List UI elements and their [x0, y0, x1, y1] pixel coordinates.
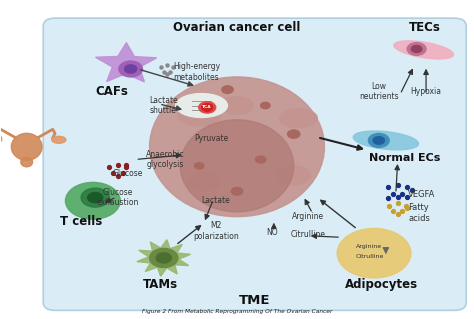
Text: TAMs: TAMs	[143, 278, 178, 292]
Text: TECs: TECs	[409, 21, 440, 34]
Circle shape	[231, 188, 243, 195]
Ellipse shape	[178, 104, 220, 126]
Text: Glucose: Glucose	[112, 169, 143, 178]
Text: Lactate
shuttle: Lactate shuttle	[150, 96, 178, 115]
Text: Hypoxia: Hypoxia	[410, 87, 442, 96]
Ellipse shape	[187, 172, 220, 191]
Circle shape	[194, 163, 204, 169]
Text: Normal ECs: Normal ECs	[369, 153, 440, 163]
Circle shape	[368, 133, 389, 147]
Ellipse shape	[150, 77, 324, 217]
Text: Lactate: Lactate	[201, 196, 230, 205]
Text: Citrulline: Citrulline	[291, 230, 325, 239]
Circle shape	[156, 253, 171, 263]
Circle shape	[288, 130, 300, 138]
Circle shape	[261, 102, 270, 109]
Circle shape	[222, 86, 233, 93]
Circle shape	[337, 228, 411, 278]
Text: Fatty
acids: Fatty acids	[408, 203, 430, 223]
Ellipse shape	[11, 133, 42, 160]
Text: Adipocytes: Adipocytes	[345, 278, 418, 292]
Text: NO: NO	[267, 228, 278, 237]
Text: Arginine: Arginine	[356, 244, 383, 249]
Circle shape	[150, 249, 178, 268]
Text: Low
neutrients: Low neutrients	[359, 82, 399, 101]
Circle shape	[199, 102, 216, 113]
Text: Citrulline: Citrulline	[355, 254, 383, 259]
Ellipse shape	[0, 136, 1, 143]
Circle shape	[411, 46, 422, 52]
Ellipse shape	[175, 93, 228, 118]
Text: Arginine: Arginine	[292, 212, 324, 221]
Ellipse shape	[277, 166, 310, 185]
Text: TCA: TCA	[202, 105, 212, 109]
Text: Anaerobic
glycolysis: Anaerobic glycolysis	[146, 150, 184, 169]
Circle shape	[255, 156, 266, 163]
Polygon shape	[96, 43, 156, 82]
Text: Figure 2 From Metabolic Reprogramming Of The Ovarian Cancer: Figure 2 From Metabolic Reprogramming Of…	[142, 309, 332, 314]
Circle shape	[201, 104, 213, 111]
Circle shape	[81, 188, 109, 207]
Text: Ovarian cancer cell: Ovarian cancer cell	[173, 21, 301, 34]
Ellipse shape	[353, 131, 419, 150]
Ellipse shape	[280, 109, 318, 128]
Text: M2
polarization: M2 polarization	[193, 221, 238, 241]
FancyBboxPatch shape	[43, 18, 466, 310]
Circle shape	[119, 61, 143, 77]
Ellipse shape	[52, 136, 66, 143]
Ellipse shape	[180, 120, 294, 212]
Text: VEGFA: VEGFA	[408, 190, 436, 199]
Text: T cells: T cells	[60, 215, 102, 228]
Circle shape	[65, 182, 120, 219]
Ellipse shape	[220, 97, 254, 114]
Polygon shape	[137, 240, 191, 276]
Circle shape	[373, 137, 384, 144]
Ellipse shape	[394, 41, 454, 59]
Circle shape	[88, 193, 103, 203]
Ellipse shape	[21, 157, 33, 167]
Text: CAFs: CAFs	[95, 85, 128, 98]
Circle shape	[407, 43, 426, 55]
Text: High-energy
metabolites: High-energy metabolites	[173, 63, 220, 82]
Text: Pyruvate: Pyruvate	[194, 134, 228, 143]
Text: Glucose
exhaustion: Glucose exhaustion	[97, 188, 139, 207]
Text: TME: TME	[239, 294, 271, 307]
Circle shape	[125, 65, 137, 73]
